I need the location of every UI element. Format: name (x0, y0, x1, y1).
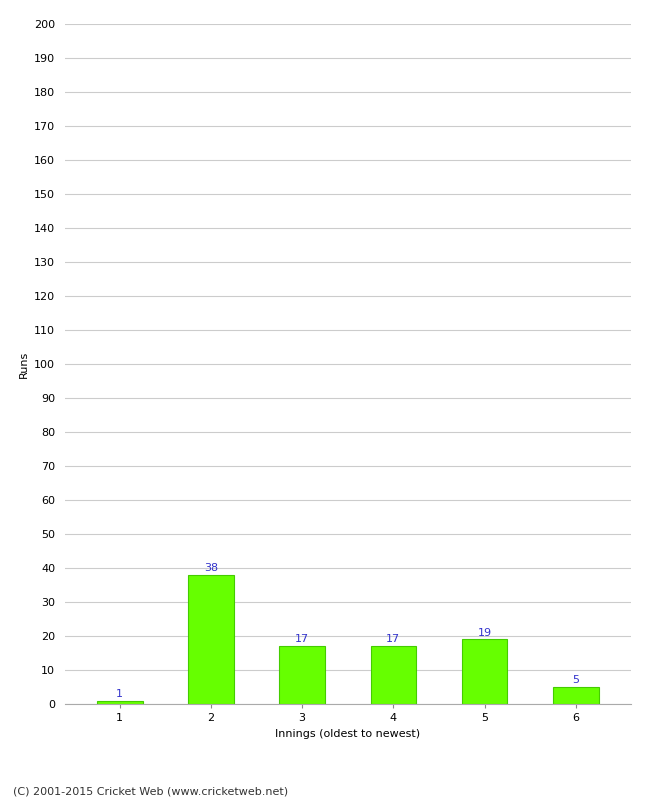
Bar (553, 687, 599, 704)
Bar (462, 639, 508, 704)
Bar (280, 646, 325, 704)
Y-axis label: Runs: Runs (19, 350, 29, 378)
Bar (97, 701, 142, 704)
Text: 19: 19 (478, 628, 491, 638)
X-axis label: Innings (oldest to newest): Innings (oldest to newest) (275, 729, 421, 738)
Bar (188, 574, 234, 704)
Text: (C) 2001-2015 Cricket Web (www.cricketweb.net): (C) 2001-2015 Cricket Web (www.cricketwe… (13, 786, 288, 796)
Text: 38: 38 (204, 563, 218, 573)
Text: 5: 5 (572, 675, 579, 686)
Bar (370, 646, 416, 704)
Text: 17: 17 (386, 634, 400, 645)
Text: 17: 17 (295, 634, 309, 645)
Text: 1: 1 (116, 689, 124, 699)
